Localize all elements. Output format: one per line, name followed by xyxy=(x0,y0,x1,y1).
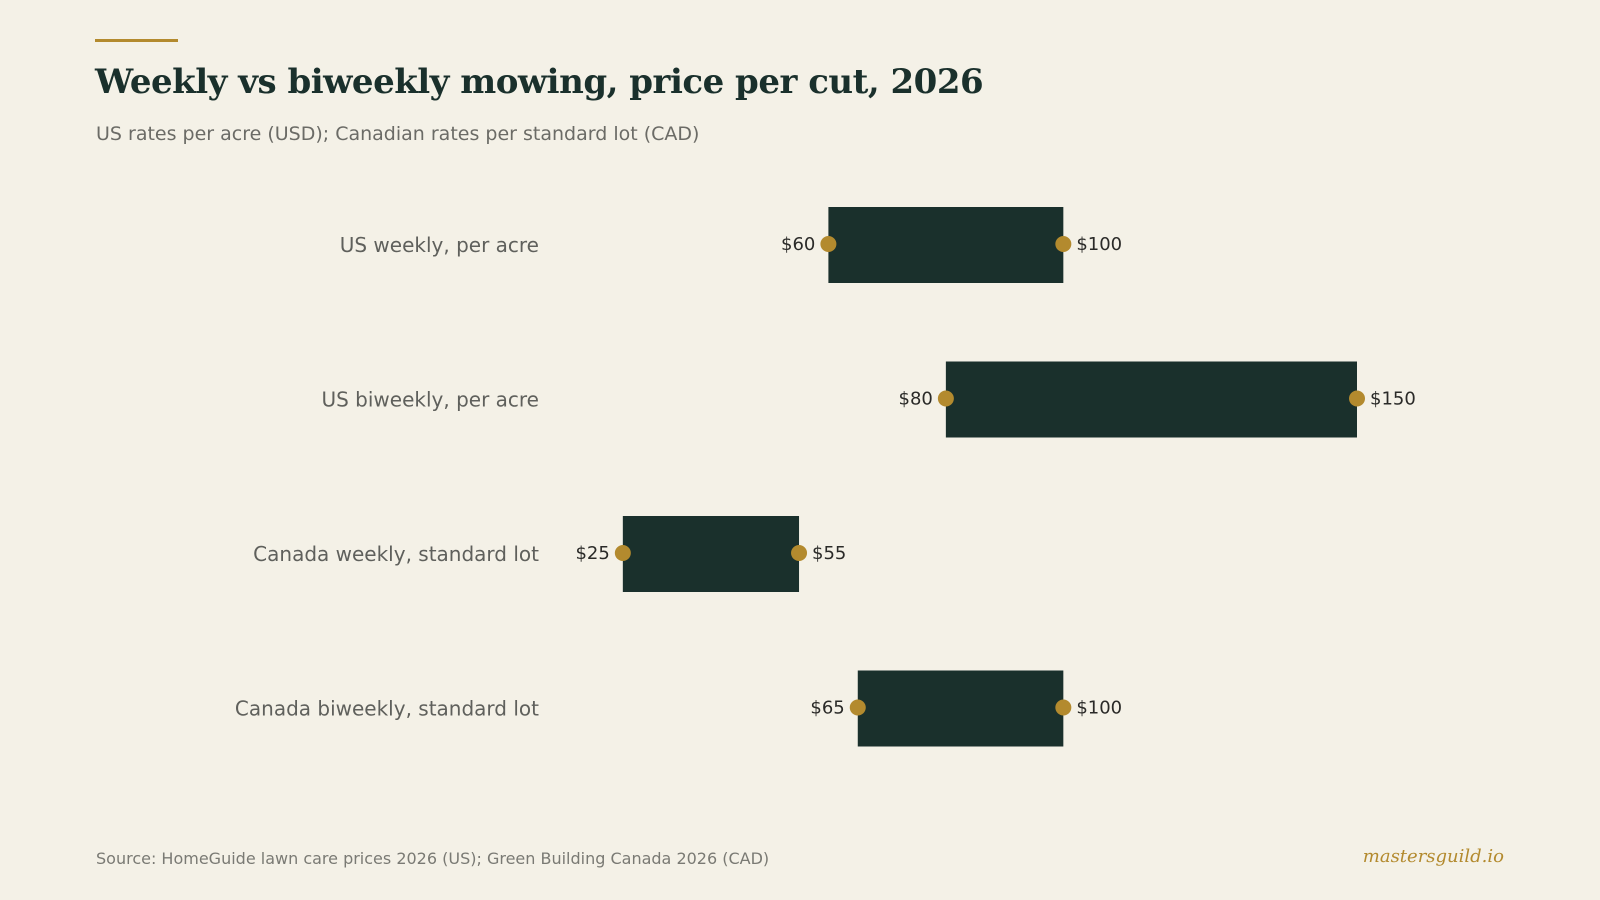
brand-link[interactable]: mastersguild.io xyxy=(1362,846,1504,867)
chart-row: Canada biweekly, standard lot $65 $100 xyxy=(235,670,1122,747)
high-value-label: $150 xyxy=(1370,389,1416,410)
low-marker xyxy=(937,390,954,407)
source-note: Source: HomeGuide lawn care prices 2026 … xyxy=(96,849,770,868)
high-marker xyxy=(791,545,808,561)
chart-row: US biweekly, per acre $80 $150 xyxy=(321,361,1416,438)
chart-row: US weekly, per acre $60 $100 xyxy=(340,207,1122,283)
chart-title: Weekly vs biweekly mowing, price per cut… xyxy=(95,62,984,102)
high-value-label: $55 xyxy=(812,543,846,564)
range-bar xyxy=(857,670,1064,747)
low-marker xyxy=(820,236,837,252)
high-marker xyxy=(1349,390,1365,407)
high-value-label: $100 xyxy=(1076,234,1122,255)
high-marker xyxy=(1055,236,1072,252)
range-bar xyxy=(828,207,1064,283)
high-marker xyxy=(1055,699,1072,716)
low-value-label: $25 xyxy=(575,543,609,564)
low-value-label: $65 xyxy=(810,698,844,719)
range-bar xyxy=(622,516,800,592)
category-label: Canada biweekly, standard lot xyxy=(235,697,539,721)
low-value-label: $60 xyxy=(781,234,815,255)
title-accent-rule xyxy=(95,39,178,42)
range-bar xyxy=(945,361,1357,438)
category-label: Canada weekly, standard lot xyxy=(253,542,539,566)
chart-subtitle: US rates per acre (USD); Canadian rates … xyxy=(96,123,700,145)
low-value-label: $80 xyxy=(899,389,933,410)
category-label: US weekly, per acre xyxy=(340,233,539,257)
high-value-label: $100 xyxy=(1076,698,1122,719)
low-marker xyxy=(849,699,866,716)
chart-row: Canada weekly, standard lot $25 $55 xyxy=(253,516,846,592)
low-marker xyxy=(614,545,631,561)
category-label: US biweekly, per acre xyxy=(321,388,539,412)
